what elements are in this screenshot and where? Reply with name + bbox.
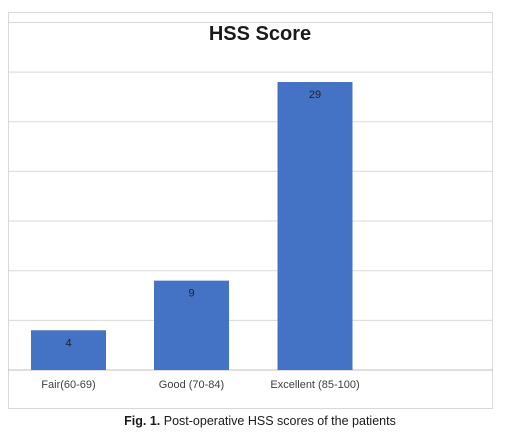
x-tick-label: Good (70-84) bbox=[159, 379, 224, 391]
bars bbox=[31, 82, 353, 370]
caption-figure-label: Fig. 1. bbox=[124, 414, 161, 428]
gridlines bbox=[8, 21, 493, 371]
x-tick-labels: Fair(60-69) Good (70-84) Excellent (85-100… bbox=[41, 379, 359, 391]
chart-title: HSS Score bbox=[209, 23, 311, 45]
bar bbox=[154, 280, 229, 370]
bar bbox=[31, 330, 106, 370]
caption-text: Post-operative HSS scores of the patient… bbox=[160, 414, 396, 428]
figure-caption: Fig. 1. Post-operative HSS scores of the… bbox=[0, 414, 520, 428]
data-label: 29 bbox=[309, 89, 321, 101]
bar bbox=[277, 82, 353, 370]
x-tick-label: Excellent (85-100) bbox=[270, 379, 359, 391]
data-labels: 4 9 29 bbox=[65, 89, 321, 349]
x-tick-label: Fair(60-69) bbox=[41, 379, 95, 391]
data-label: 4 bbox=[65, 337, 71, 349]
data-label: 9 bbox=[188, 288, 194, 300]
